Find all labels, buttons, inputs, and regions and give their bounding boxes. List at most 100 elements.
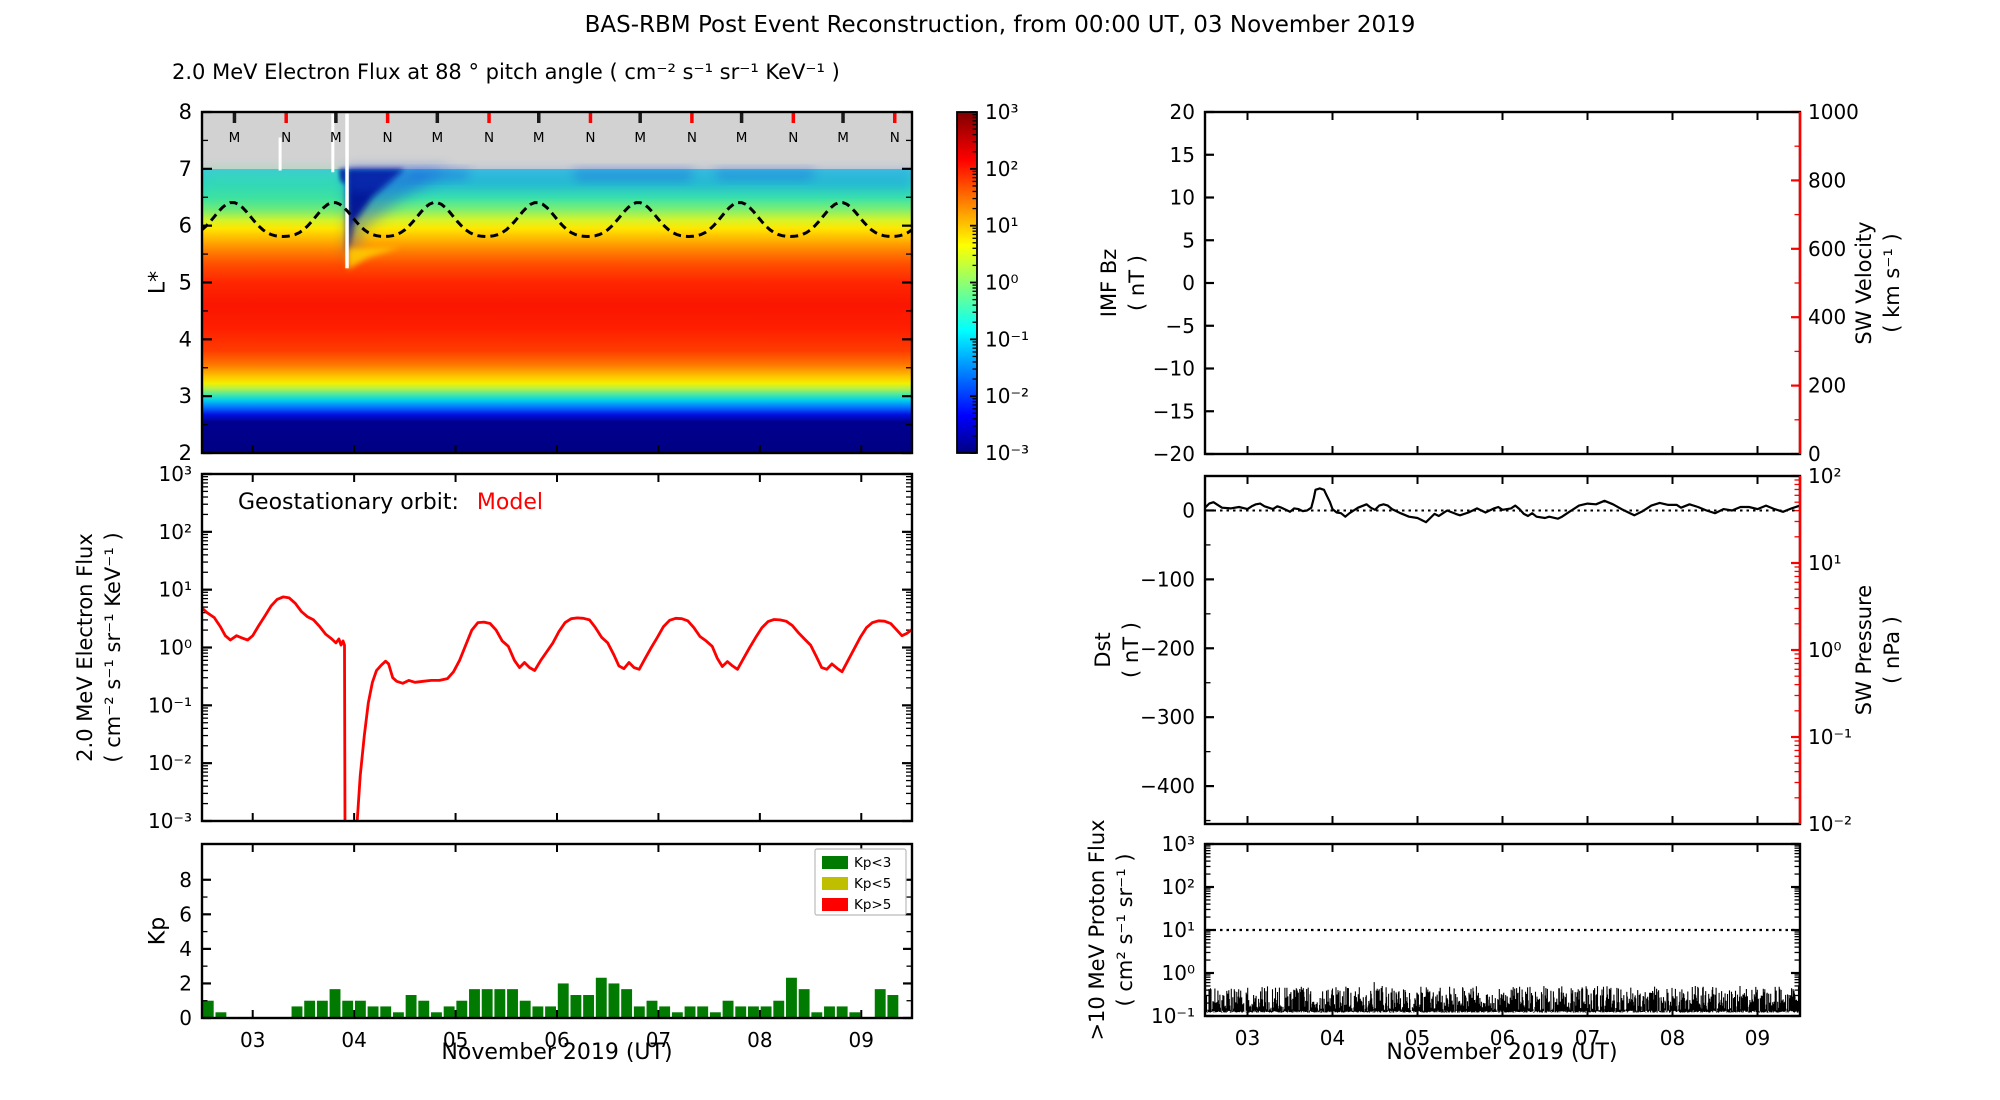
svg-text:10³: 10³ xyxy=(159,462,192,486)
figure-title: BAS-RBM Post Event Reconstruction, from … xyxy=(584,12,1416,38)
svg-text:5: 5 xyxy=(179,271,192,295)
svg-text:10²: 10² xyxy=(985,157,1018,181)
geo-flux-panel: 10³ 10² 10¹ 10⁰ 10⁻¹ 10⁻² 10⁻³ 2.0 MeV Electron… xyxy=(73,462,914,833)
svg-text:09: 09 xyxy=(849,1028,874,1052)
svg-text:07: 07 xyxy=(1575,1026,1600,1050)
svg-text:−200: −200 xyxy=(1140,636,1195,660)
imf-axes: 20 15 10 5 0 −5 −10 −15 −20 1000 800 600 400 200 0 IMF … xyxy=(1097,100,1904,466)
svg-text:1000: 1000 xyxy=(1808,100,1859,124)
svg-text:4: 4 xyxy=(179,327,192,351)
svg-text:−20: −20 xyxy=(1153,442,1195,466)
svg-text:Kp<3: Kp<3 xyxy=(854,855,891,871)
svg-text:600: 600 xyxy=(1808,237,1846,261)
svg-text:200: 200 xyxy=(1808,374,1846,398)
svg-text:10²: 10² xyxy=(1808,464,1841,488)
svg-text:10⁻²: 10⁻² xyxy=(148,751,192,775)
svg-text:SW Velocity: SW Velocity xyxy=(1852,221,1876,344)
svg-text:10⁻¹: 10⁻¹ xyxy=(148,693,192,717)
kp-bars xyxy=(202,977,899,1017)
svg-text:4: 4 xyxy=(179,937,192,961)
svg-text:10²: 10² xyxy=(1162,875,1195,899)
colorbar: 10³ 10² 10¹ 10⁰ 10⁻¹ 10⁻² 10⁻³ xyxy=(956,100,1029,465)
svg-text:−400: −400 xyxy=(1140,774,1195,798)
svg-text:0: 0 xyxy=(1182,498,1195,522)
svg-text:10¹: 10¹ xyxy=(1162,918,1195,942)
svg-text:10³: 10³ xyxy=(1162,832,1195,856)
svg-text:10⁻²: 10⁻² xyxy=(1808,812,1852,836)
heatmap-panel: M M M M M M M N N N N N N N 2 3 4 5 6 7 8 L* xyxy=(146,100,914,465)
svg-text:20: 20 xyxy=(1170,100,1195,124)
geo-orbit-annotation: Geostationary orbit: Model xyxy=(238,490,543,515)
kp-plot: 0 2 4 6 8 03 04 05 06 07 08 09 Kp Kp<3 Kp<5 Kp>5 xyxy=(146,842,914,1052)
colorbar-axis: 10³ 10² 10¹ 10⁰ 10⁻¹ 10⁻² 10⁻³ xyxy=(956,100,1029,465)
svg-text:0: 0 xyxy=(179,1006,192,1030)
svg-text:10: 10 xyxy=(1170,186,1195,210)
svg-text:M: M xyxy=(431,130,443,146)
svg-text:M: M xyxy=(533,130,545,146)
svg-text:09: 09 xyxy=(1745,1026,1770,1050)
orbit-track xyxy=(200,201,913,239)
proton-flux-panel: 10³ 10² 10¹ 10⁰ 10⁻¹ 03 04 05 06 07 08 09 >10 MeV Pr… xyxy=(1085,819,1802,1050)
svg-text:10⁰: 10⁰ xyxy=(1162,961,1195,985)
svg-text:10⁻¹: 10⁻¹ xyxy=(1808,725,1852,749)
svg-text:N: N xyxy=(890,130,900,146)
svg-text:10²: 10² xyxy=(159,520,192,544)
svg-text:15: 15 xyxy=(1170,143,1195,167)
svg-text:7: 7 xyxy=(179,157,192,181)
svg-text:04: 04 xyxy=(341,1028,366,1052)
svg-text:800: 800 xyxy=(1808,168,1846,192)
svg-text:10³: 10³ xyxy=(985,100,1018,124)
svg-text:10⁻¹: 10⁻¹ xyxy=(1151,1004,1195,1028)
x-axis-label-left: November 2019 (UT) xyxy=(441,1040,673,1065)
imf-bz-plot: 20 15 10 5 0 −5 −10 −15 −20 1000 800 600 400 200 0 IMF … xyxy=(1097,100,1904,466)
svg-text:Dst: Dst xyxy=(1091,632,1115,667)
svg-text:8: 8 xyxy=(179,100,192,124)
proton-noise-band xyxy=(1204,976,1801,1013)
svg-text:8: 8 xyxy=(179,868,192,892)
svg-text:10⁻²: 10⁻² xyxy=(985,384,1029,408)
dst-panel: 0 −100 −200 −300 −400 10² 10¹ 10⁰ 10⁻¹ 10⁻² Dst( n… xyxy=(1091,464,1904,836)
svg-text:10⁰: 10⁰ xyxy=(985,271,1018,295)
heatmap-features xyxy=(202,168,912,270)
svg-text:( cm⁻² s⁻¹ sr⁻¹ KeV⁻¹ ): ( cm⁻² s⁻¹ sr⁻¹ KeV⁻¹ ) xyxy=(101,532,125,762)
heatmap-title: 2.0 MeV Electron Flux at 88 ° pitch angl… xyxy=(172,60,840,84)
svg-text:05: 05 xyxy=(443,1028,468,1052)
svg-text:SW Pressure: SW Pressure xyxy=(1852,585,1876,715)
colorbar-gradient xyxy=(957,112,977,453)
colorbar-ticks: 10³ 10² 10¹ 10⁰ 10⁻¹ 10⁻² 10⁻³ xyxy=(970,100,1029,465)
svg-text:M: M xyxy=(229,130,241,146)
svg-text:10⁻¹: 10⁻¹ xyxy=(985,327,1029,351)
svg-text:IMF Bz: IMF Bz xyxy=(1097,249,1121,318)
svg-text:M: M xyxy=(837,130,849,146)
svg-text:−10: −10 xyxy=(1153,357,1195,381)
svg-text:10¹: 10¹ xyxy=(1808,551,1841,575)
heatmap-overlay: M M M M M M M N N N N N N N 2 3 4 5 6 7 8 L* xyxy=(146,100,914,465)
svg-text:N: N xyxy=(687,130,697,146)
svg-text:>10 MeV Proton Flux: >10 MeV Proton Flux xyxy=(1085,819,1109,1040)
svg-text:2: 2 xyxy=(179,441,192,465)
svg-text:Kp: Kp xyxy=(146,917,171,945)
svg-text:( nT ): ( nT ) xyxy=(1125,255,1149,311)
svg-text:( nPa ): ( nPa ) xyxy=(1880,616,1904,684)
heatmap-data-gaps xyxy=(278,113,349,269)
svg-text:10⁰: 10⁰ xyxy=(159,636,192,660)
svg-text:N: N xyxy=(281,130,291,146)
svg-text:2: 2 xyxy=(179,971,192,995)
svg-text:03: 03 xyxy=(1235,1026,1260,1050)
svg-text:L*: L* xyxy=(146,271,171,294)
svg-text:10¹: 10¹ xyxy=(159,578,192,602)
svg-text:3: 3 xyxy=(179,384,192,408)
svg-text:N: N xyxy=(585,130,595,146)
imf-bz-panel: 20 15 10 5 0 −5 −10 −15 −20 1000 800 600 400 200 0 IMF … xyxy=(1097,100,1904,466)
svg-text:Kp<5: Kp<5 xyxy=(854,876,891,892)
svg-text:10⁰: 10⁰ xyxy=(1808,638,1841,662)
heatmap-image xyxy=(202,168,912,453)
svg-text:−15: −15 xyxy=(1153,399,1195,423)
svg-text:( cm² s⁻¹ sr⁻¹ ): ( cm² s⁻¹ sr⁻¹ ) xyxy=(1113,853,1137,1006)
svg-text:07: 07 xyxy=(646,1028,671,1052)
svg-text:0: 0 xyxy=(1182,271,1195,295)
svg-text:( km s⁻¹ ): ( km s⁻¹ ) xyxy=(1880,233,1904,332)
